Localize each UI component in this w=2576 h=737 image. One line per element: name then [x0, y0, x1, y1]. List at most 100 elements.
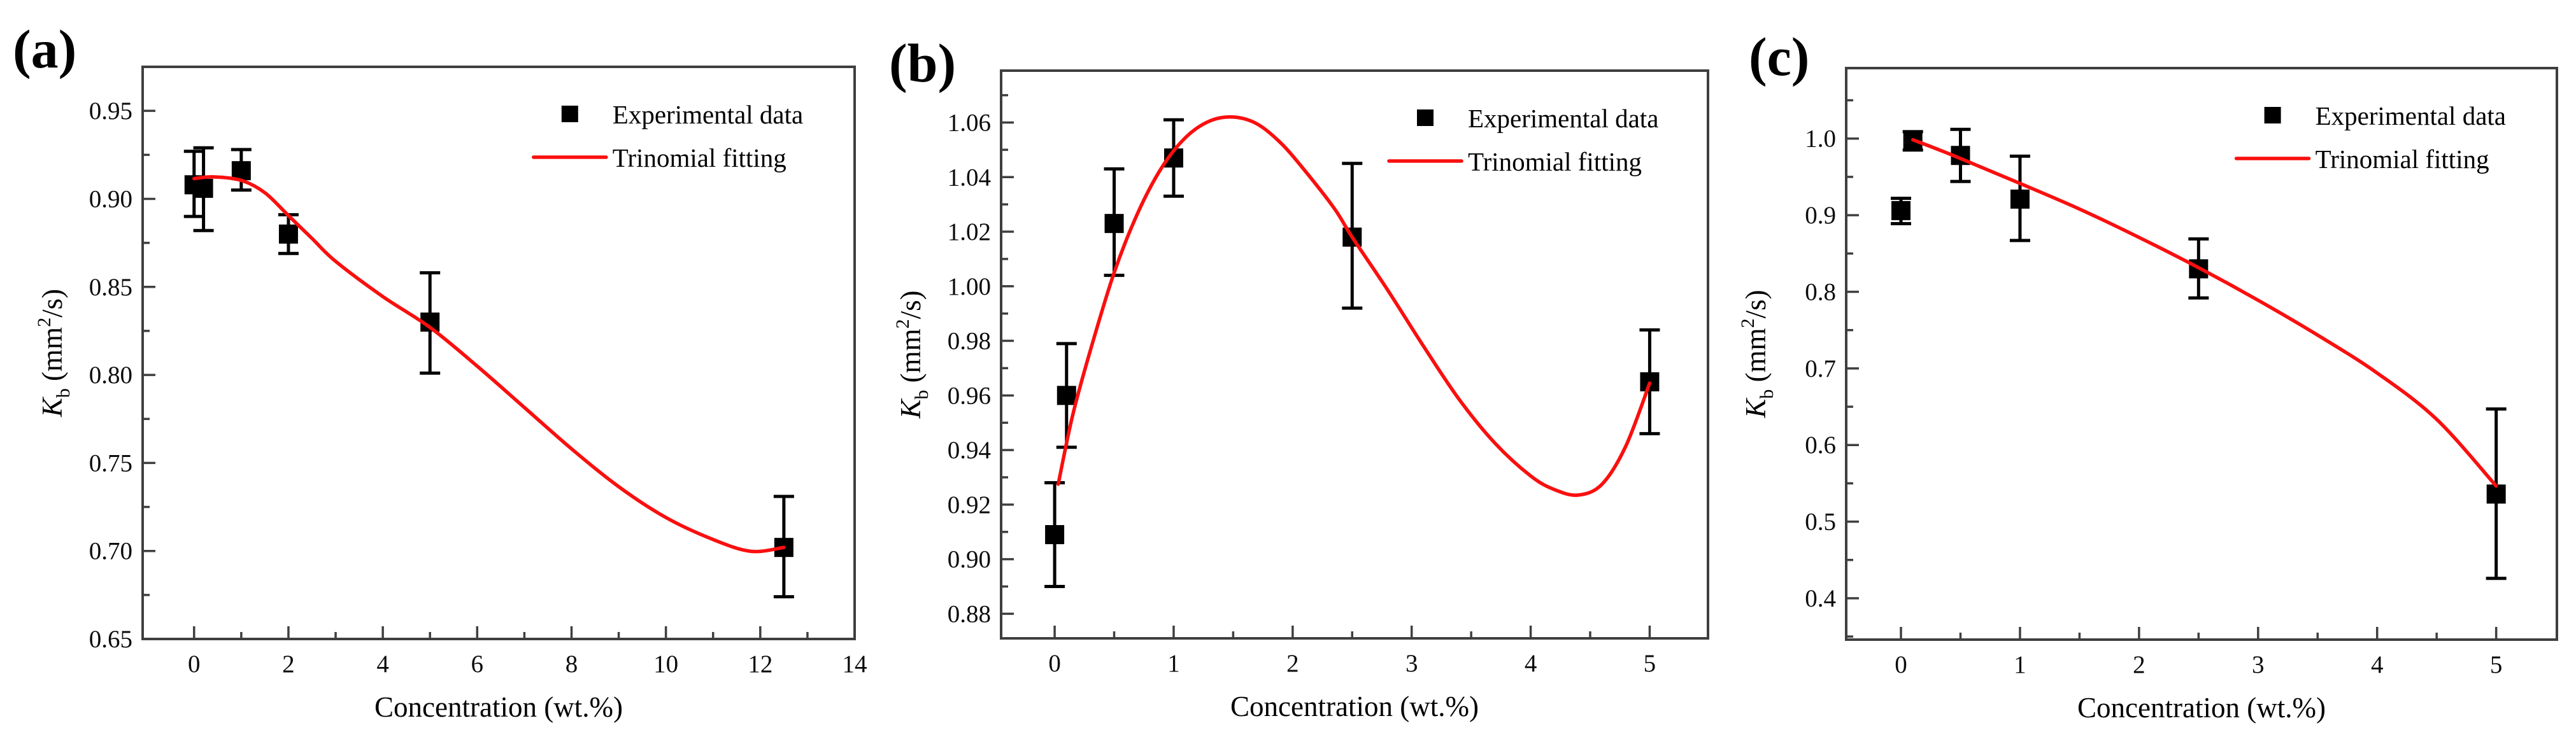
y-tick-label: 1.0	[1805, 125, 1836, 153]
x-axis-title: Concentration (wt.%)	[2077, 692, 2326, 724]
plot-frame	[141, 66, 856, 640]
panel-b: (b) 0 1 2 3 4 5 0.88 0.90 0.92 0.94 0.96 0.98 1.00 1.…	[860, 0, 1719, 737]
x-tick-label: 4	[1525, 650, 1537, 677]
x-tick-label: 5	[2490, 651, 2503, 678]
legend-marker-square	[2264, 107, 2281, 123]
x-tick-label: 0	[1895, 651, 1907, 678]
x-tick-label: 2	[2133, 651, 2145, 678]
panel-label-b: (b)	[889, 32, 957, 94]
y-tick-label: 0.4	[1805, 585, 1836, 612]
x-tick-label: 0	[1048, 650, 1061, 677]
y-tick-label: 0.7	[1805, 355, 1836, 383]
data-point-square	[231, 161, 251, 181]
x-tick-label: 4	[376, 650, 389, 678]
y-tick-label: 0.95	[89, 97, 132, 125]
panel-label-c: (c)	[1749, 26, 1810, 87]
y-axis-title-part: b	[53, 388, 74, 398]
legend: Experimental data Trinomial fitting	[532, 100, 803, 172]
y-tick-label: 0.65	[89, 626, 132, 653]
y-axis-title-part: /s)	[895, 290, 927, 319]
panel-c: (c) 0 1 2 3 4 5 0.4 0.5 0.6 0.7 0.8 0.9 1.0 Concentra…	[1719, 0, 2576, 737]
y-axis-title-part: /s)	[36, 289, 68, 318]
y-tick-label: 0.92	[948, 491, 991, 519]
y-axis-title-part: K	[895, 398, 927, 419]
x-tick-label: 3	[1405, 650, 1418, 677]
data-point-square	[1057, 386, 1076, 405]
y-tick-label: 0.9	[1805, 202, 1836, 229]
y-tick-label: 0.75	[89, 449, 132, 477]
x-tick-label: 12	[748, 650, 772, 678]
experimental-series	[1890, 127, 2507, 580]
y-tick-label: 0.8	[1805, 278, 1836, 305]
axis-ticks	[143, 109, 856, 640]
axis-ticks	[1846, 99, 2498, 640]
experimental-series	[183, 146, 794, 599]
x-tick-label: 14	[843, 650, 867, 678]
y-axis-title-part: K	[1740, 398, 1772, 419]
y-tick-label: 0.5	[1805, 509, 1836, 536]
y-tick-label: 0.90	[948, 546, 991, 573]
y-tick-label: 1.00	[948, 273, 991, 300]
x-tick-label: 3	[2252, 651, 2265, 678]
legend-label-experimental: Experimental data	[1468, 104, 1658, 133]
y-axis-title-part: K	[36, 397, 68, 418]
x-tick-label: 2	[282, 650, 295, 678]
y-tick-label: 1.06	[948, 109, 991, 136]
panel-a: (a) 0 2 4 6 8 10 12 14 0.65 0.70 0.75 0.80 0.85 0.90 0…	[0, 0, 867, 737]
x-tick-label: 4	[2371, 651, 2384, 678]
legend-label-fitting: Trinomial fitting	[613, 143, 786, 172]
legend-label-fitting: Trinomial fitting	[1468, 147, 1642, 176]
x-tick-label: 6	[471, 650, 484, 678]
data-point-square	[2010, 189, 2030, 209]
fit-curve	[1056, 115, 1652, 497]
x-tick-label: 2	[1286, 650, 1299, 677]
x-tick-label: 8	[566, 650, 578, 678]
x-tick-label: 0	[188, 650, 201, 678]
y-axis-title: Kb (mm2/s)	[892, 290, 932, 419]
plot-frame	[1845, 67, 2558, 641]
legend-marker-square	[561, 106, 578, 122]
fit-curve	[1911, 137, 2498, 488]
y-tick-label: 1.02	[948, 218, 991, 246]
chart-root: 0 2 4 6 8 10 12 14 0.65 0.70 0.75 0.80 0.85 0.90 0.95 C…	[34, 66, 867, 723]
x-tick-label: 1	[2014, 651, 2026, 678]
legend-marker-square	[1417, 109, 1434, 126]
chart-root: 0 1 2 3 4 5 0.4 0.5 0.6 0.7 0.8 0.9 1.0 Concentration…	[1737, 67, 2558, 724]
y-tick-label: 0.90	[89, 185, 132, 213]
y-tick-label: 0.70	[89, 538, 132, 565]
y-axis-title-part: 2	[34, 318, 55, 327]
x-tick-label: 10	[653, 650, 678, 678]
experimental-series	[1044, 118, 1660, 589]
y-axis-title-part: 2	[1737, 318, 1758, 328]
y-tick-label: 0.98	[948, 328, 991, 355]
y-axis-title-part: (mm	[1740, 328, 1772, 389]
panel-label-a: (a)	[13, 18, 77, 80]
legend: Experimental data Trinomial fitting	[1387, 104, 1658, 176]
axis-ticks	[1001, 94, 1651, 638]
legend: Experimental data Trinomial fitting	[2234, 101, 2506, 174]
data-point-square	[1104, 214, 1124, 234]
legend-label-experimental: Experimental data	[613, 100, 803, 129]
y-axis-title: Kb (mm2/s)	[34, 289, 74, 418]
y-axis-title-part: 2	[892, 319, 913, 328]
data-point-square	[1045, 525, 1065, 545]
chart-a-svg: 0 2 4 6 8 10 12 14 0.65 0.70 0.75 0.80 0.85 0.90 0.95 C…	[34, 66, 867, 723]
y-axis-title-part: b	[911, 390, 932, 400]
y-tick-label: 0.85	[89, 274, 132, 301]
y-tick-label: 0.94	[948, 437, 991, 464]
x-axis-title: Concentration (wt.%)	[374, 691, 623, 723]
data-point-square	[194, 178, 213, 198]
plot-frame	[1000, 69, 1709, 640]
y-tick-label: 0.80	[89, 361, 132, 389]
legend-label-fitting: Trinomial fitting	[2316, 144, 2489, 174]
data-point-square	[1891, 200, 1911, 220]
y-tick-label: 0.88	[948, 600, 991, 628]
y-axis-title-part: (mm	[895, 328, 927, 390]
x-tick-label: 5	[1644, 650, 1656, 677]
y-tick-label: 0.96	[948, 382, 991, 409]
y-tick-label: 1.04	[948, 164, 991, 191]
data-point-square	[278, 224, 298, 244]
y-axis-title: Kb (mm2/s)	[1737, 290, 1777, 418]
y-axis-title-part: /s)	[1740, 290, 1772, 318]
